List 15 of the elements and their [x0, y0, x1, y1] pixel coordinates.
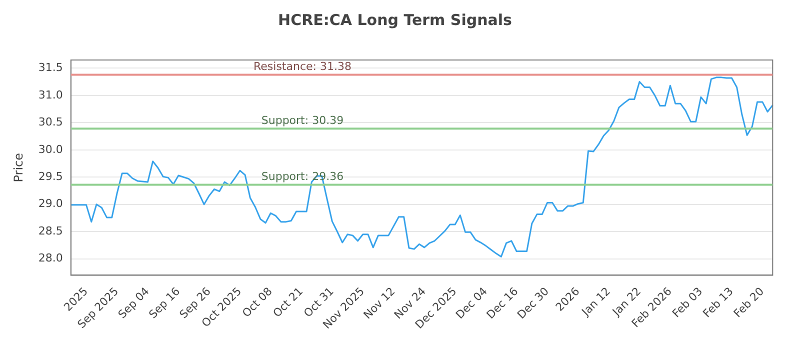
ref-line-label: Resistance: 31.38 [253, 60, 352, 74]
y-axis-title: Price [11, 152, 26, 182]
y-tick-label: 30.0 [38, 142, 63, 156]
chart-title: HCRE:CA Long Term Signals [278, 10, 512, 29]
ref-line-label: Support: 30.39 [261, 114, 344, 128]
y-tick-label: 31.5 [38, 61, 63, 74]
x-tick-label: Jan 12 [578, 284, 613, 320]
y-tick-label: 28.5 [38, 224, 63, 238]
y-tick-label: 28.0 [38, 252, 63, 265]
x-tick-label: Feb 20 [731, 284, 767, 320]
y-tick-label: 30.5 [38, 116, 63, 129]
y-tick-label: 29.5 [38, 170, 63, 184]
y-tick-label: 31.0 [38, 88, 63, 102]
y-tick-label: 29.0 [38, 197, 63, 210]
ref-line-label: Support: 29.36 [261, 170, 344, 184]
